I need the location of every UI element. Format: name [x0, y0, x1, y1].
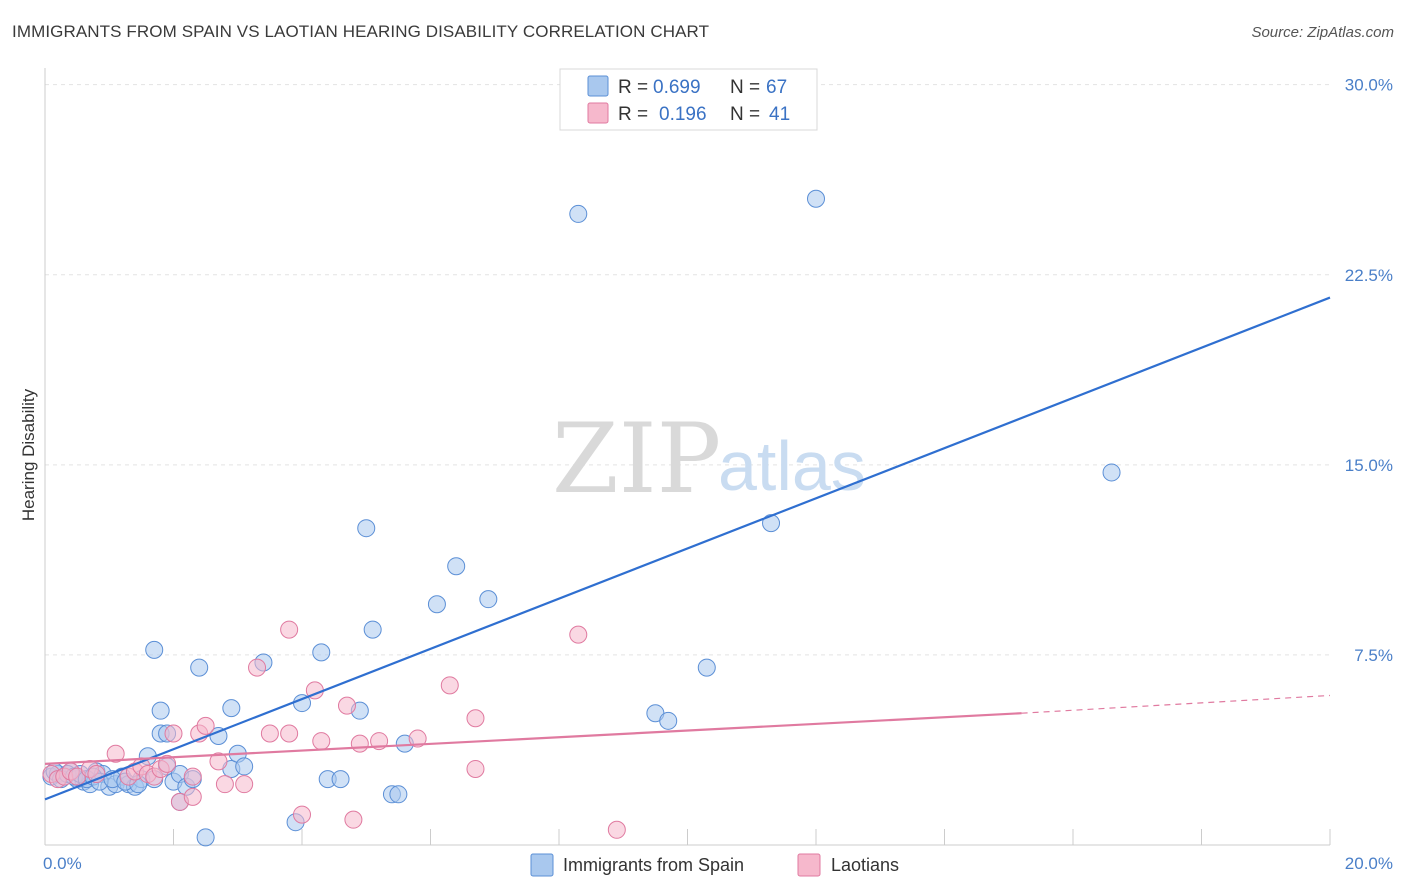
- series-laotians-points: [42, 620, 626, 839]
- laotian-point-28: [293, 805, 311, 824]
- spain-point-18: [145, 640, 164, 659]
- laotian-point-17: [183, 767, 202, 786]
- spain-point-42: [363, 620, 382, 639]
- legend-r-value-laotians: 0.196: [659, 104, 707, 125]
- laotian-point-33: [350, 734, 369, 753]
- laotian-point-27: [280, 620, 299, 639]
- y-tick-label-3: 30.0%: [1345, 76, 1393, 95]
- laotian-point-39: [569, 625, 588, 644]
- laotian-point-40: [607, 820, 626, 839]
- laotian-point-38: [466, 759, 485, 778]
- spain-point-37: [312, 643, 331, 662]
- legend-n-label-laotians: N =: [730, 104, 760, 125]
- spain-point-53: [762, 514, 781, 533]
- legend-r-value-spain: 0.699: [653, 77, 701, 98]
- laotian-point-14: [158, 754, 177, 773]
- spain-point-52: [697, 658, 716, 677]
- legend-n-value-spain: 67: [766, 77, 787, 98]
- laotian-point-36: [440, 676, 459, 695]
- axes: [44, 68, 1331, 846]
- watermark-atlas: atlas: [718, 427, 866, 505]
- legend-bottom-label-spain: Immigrants from Spain: [563, 855, 744, 875]
- legend-top: R = 0.699 N = 67 R = 0.196 N = 41: [559, 68, 818, 131]
- spain-point-44: [389, 785, 408, 804]
- spain-point-30: [222, 699, 241, 718]
- legend-bottom-swatch-laotians: [797, 853, 821, 877]
- x-tick-label-1: 20.0%: [1345, 854, 1393, 873]
- legend-r-label-laotians: R =: [618, 104, 648, 125]
- laotian-point-15: [164, 724, 183, 743]
- watermark: ZIP atlas: [552, 403, 866, 515]
- legend-bottom-swatch-spain: [530, 853, 554, 877]
- laotian-point-35: [408, 729, 427, 748]
- spain-point-39: [331, 770, 350, 789]
- laotian-trend-line-extension: [1021, 694, 1331, 714]
- spain-point-41: [357, 519, 376, 538]
- spain-point-49: [569, 204, 588, 223]
- laotian-point-23: [235, 775, 254, 794]
- laotian-point-22: [215, 775, 234, 794]
- legend-bottom: Immigrants from Spain Laotians: [530, 853, 899, 877]
- spain-point-19: [151, 701, 170, 720]
- chart-title: IMMIGRANTS FROM SPAIN VS LAOTIAN HEARING…: [12, 22, 710, 41]
- watermark-zip: ZIP: [552, 403, 721, 515]
- laotian-point-25: [260, 724, 279, 743]
- laotian-trend-line: [44, 712, 1022, 765]
- spain-point-33: [235, 757, 254, 776]
- spain-point-27: [190, 658, 209, 677]
- y-tick-label-0: 7.5%: [1354, 646, 1393, 665]
- legend-swatch-spain: [587, 75, 609, 97]
- trend-lines: [44, 296, 1331, 801]
- laotian-point-26: [280, 724, 299, 743]
- legend-bottom-label-laotians: Laotians: [831, 855, 899, 875]
- tick-labels: 7.5% 15.0% 22.5% 30.0% 0.0% 20.0%: [43, 76, 1393, 873]
- laotian-point-37: [466, 709, 485, 728]
- laotian-point-30: [312, 732, 331, 751]
- laotian-point-18: [183, 787, 202, 806]
- laotian-point-20: [196, 716, 215, 735]
- laotian-point-21: [209, 752, 228, 771]
- y-tick-label-1: 15.0%: [1345, 456, 1393, 475]
- spain-trend-line: [44, 296, 1331, 801]
- series-spain-points: [42, 189, 1121, 847]
- legend-r-label-spain: R =: [618, 77, 648, 98]
- spain-point-55: [1102, 463, 1121, 482]
- laotian-point-32: [344, 810, 363, 829]
- legend-n-value-laotians: 41: [769, 104, 790, 125]
- source-label: Source: ZipAtlas.com: [1251, 24, 1394, 41]
- spain-point-54: [807, 189, 825, 208]
- laotian-point-7: [106, 744, 125, 763]
- legend-n-label-spain: N =: [730, 77, 760, 98]
- legend-swatch-laotians: [587, 102, 609, 124]
- y-tick-label-2: 22.5%: [1345, 266, 1393, 285]
- spain-point-28: [196, 828, 215, 847]
- gridlines: [45, 84, 1330, 656]
- spain-point-48: [479, 590, 498, 609]
- x-tick-label-0: 0.0%: [43, 854, 82, 873]
- laotian-point-31: [337, 696, 356, 715]
- spain-point-46: [427, 595, 446, 614]
- spain-point-51: [659, 711, 678, 730]
- spain-point-47: [447, 557, 466, 576]
- y-axis-label: Hearing Disability: [19, 388, 38, 521]
- laotian-point-24: [248, 658, 267, 677]
